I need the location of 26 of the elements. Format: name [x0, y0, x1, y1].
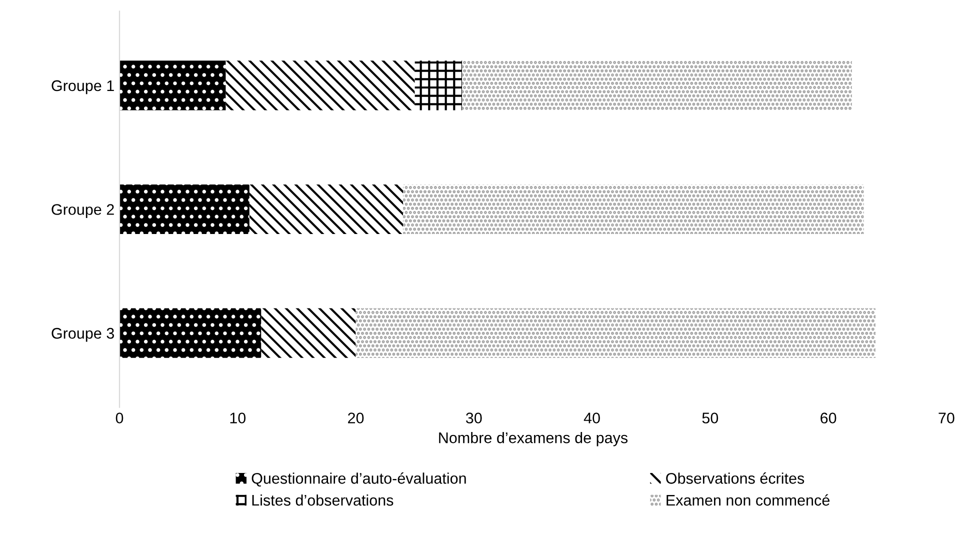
bar [356, 308, 876, 358]
bar [249, 184, 404, 234]
bar [120, 60, 226, 110]
x-tick-label: 50 [702, 412, 718, 424]
bar [261, 308, 356, 358]
x-tick-label: 20 [348, 412, 364, 424]
bar [403, 184, 864, 234]
legend-label: Observations écrites [666, 472, 804, 484]
x-tick-label: 30 [466, 412, 482, 424]
x-tick-label: 0 [116, 412, 124, 424]
bar [120, 308, 262, 358]
x-tick-label: 10 [230, 412, 246, 424]
x-tick-label: 40 [584, 412, 600, 424]
y-tick-label: Groupe 1 [52, 80, 114, 94]
bar [120, 184, 250, 234]
legend-label: Listes d’observations [252, 494, 394, 506]
x-axis-title: Nombre d’examens de pays [439, 432, 628, 446]
bar [226, 60, 415, 110]
legend-label: Examen non commencé [666, 494, 830, 506]
y-tick-label: Groupe 2 [52, 204, 114, 218]
y-tick-label: Groupe 3 [52, 328, 114, 342]
bar [414, 60, 462, 110]
legend-label: Questionnaire d’auto-évaluation [252, 472, 466, 487]
x-tick-label: 70 [938, 412, 954, 424]
bar [462, 60, 852, 110]
x-tick-label: 60 [820, 412, 836, 424]
